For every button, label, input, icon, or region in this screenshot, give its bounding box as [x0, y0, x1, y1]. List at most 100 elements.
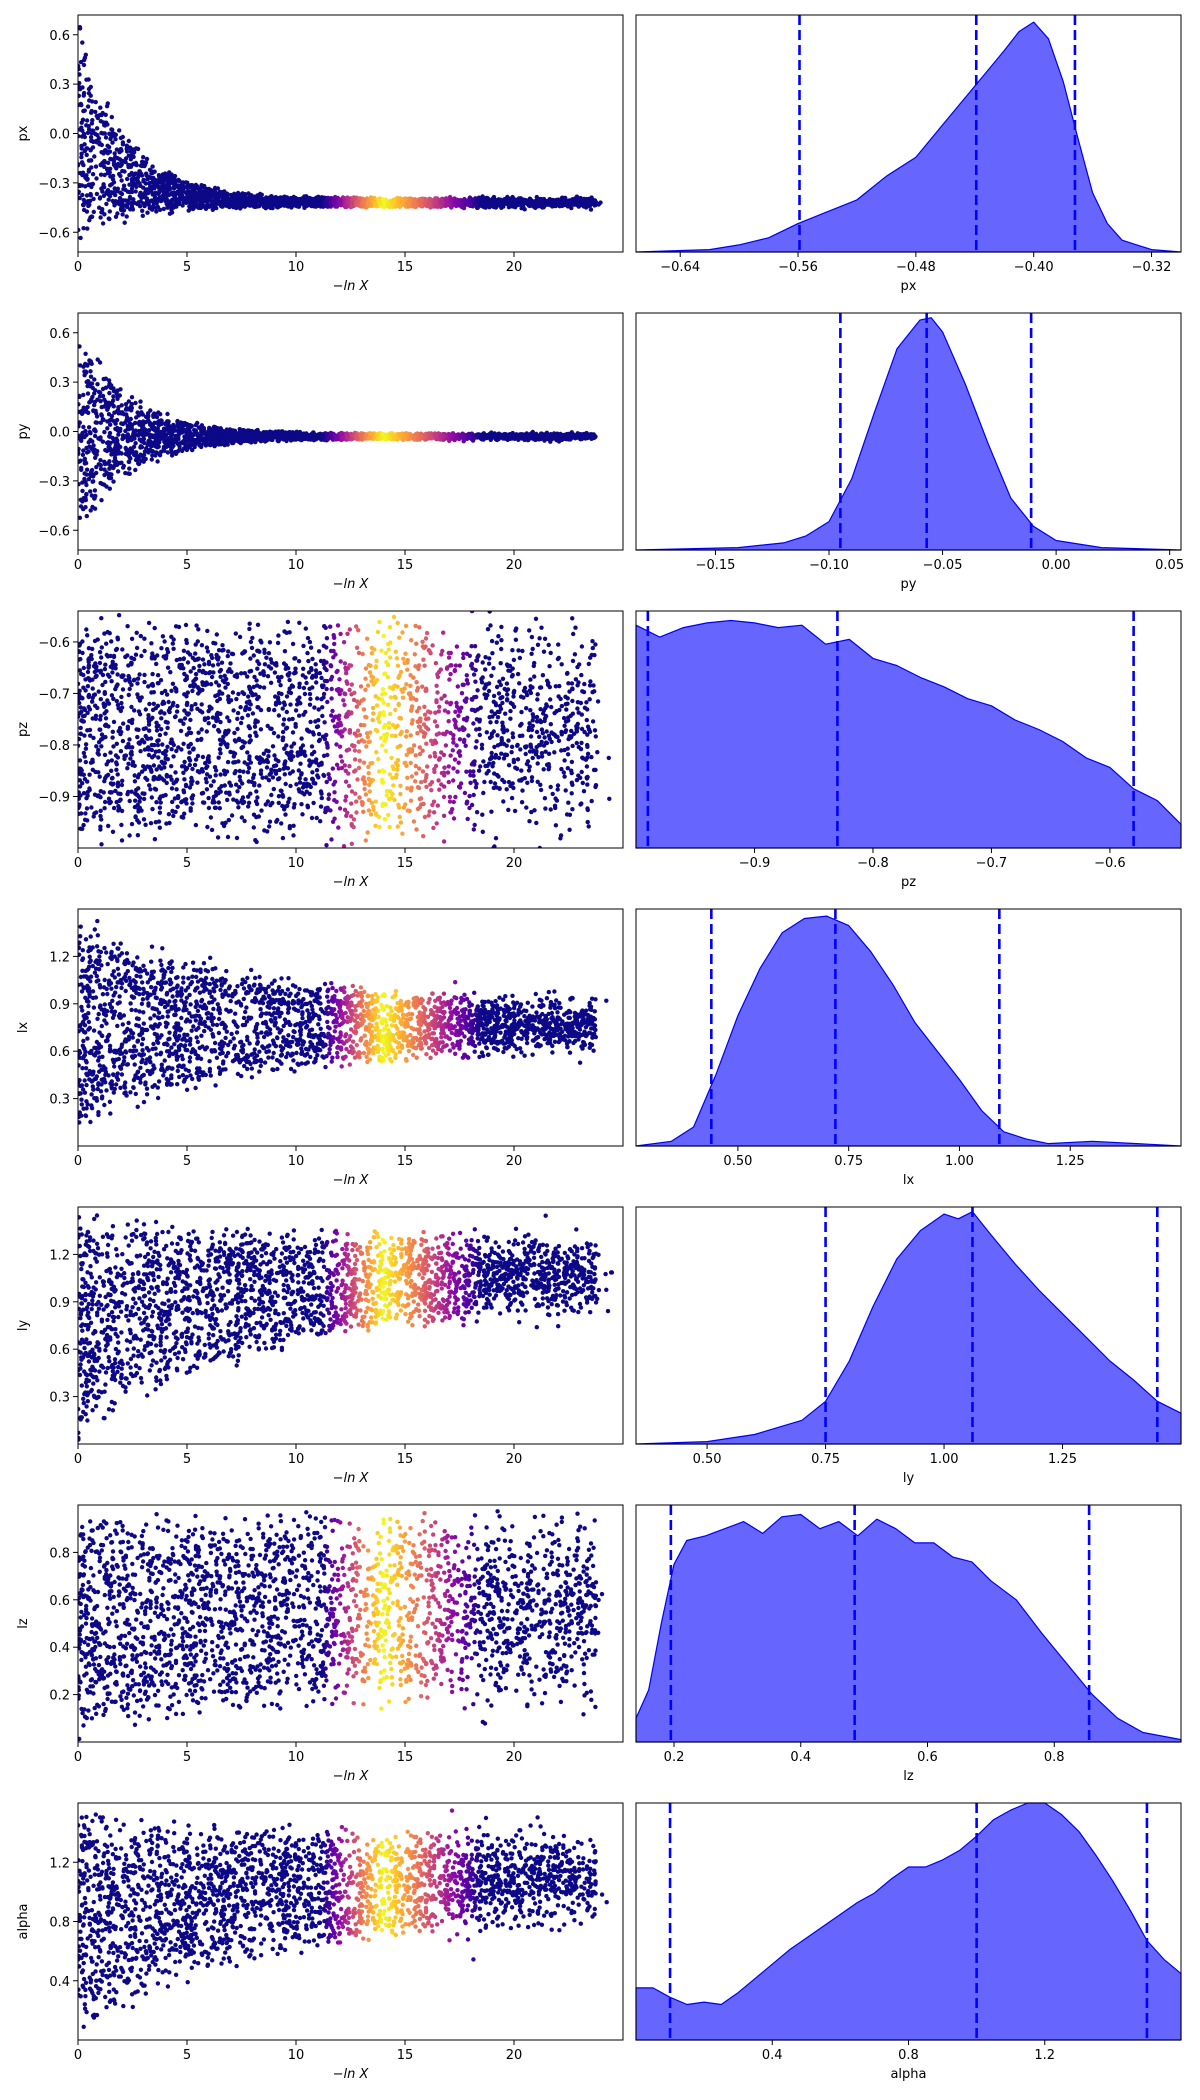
trace-sample-point — [99, 498, 104, 503]
trace-sample-point — [102, 482, 107, 487]
trace-sample-point — [81, 226, 86, 231]
trace-sample-point — [132, 162, 137, 167]
trace-sample-point — [137, 461, 142, 466]
trace-sample-point — [91, 196, 96, 202]
trace-sample-point — [159, 187, 165, 193]
trace-sample-point — [468, 203, 473, 208]
trace-sample-point — [190, 193, 195, 199]
trace-sample-point — [210, 207, 215, 212]
trace-sample-point — [104, 167, 110, 172]
trace-sample-point — [257, 198, 262, 203]
trace-sample-point — [147, 432, 152, 437]
trace-sample-point — [78, 63, 81, 69]
trace-sample-point — [124, 214, 129, 219]
trace-sample-point — [82, 134, 88, 140]
trace-sample-point — [280, 429, 285, 434]
trace-sample-point — [85, 226, 90, 231]
trace-sample-point — [130, 151, 135, 156]
trace-sample-point — [393, 203, 398, 209]
trace-sample-point — [86, 77, 91, 82]
trace-sample-point — [127, 172, 132, 178]
trace-sample-point — [213, 191, 218, 197]
trace-sample-point — [110, 435, 115, 441]
trace-sample-point — [255, 436, 260, 442]
trace-sample-point — [80, 40, 85, 45]
trace-sample-point — [99, 413, 105, 418]
trace-sample-point — [95, 133, 100, 138]
trace-sample-point — [100, 185, 106, 190]
trace-sample-point — [190, 197, 195, 203]
trace-sample-point — [82, 461, 88, 466]
trace-sample-point — [122, 220, 127, 225]
trace-sample-point — [183, 180, 189, 185]
trace-sample-point — [454, 198, 459, 203]
trace-sample-point — [151, 175, 156, 181]
trace-sample-point — [112, 410, 117, 415]
trace-sample-point — [124, 204, 130, 210]
trace-sample-point — [87, 218, 92, 223]
trace-sample-point — [150, 204, 155, 210]
trace-sample-point — [110, 140, 115, 145]
trace-sample-point — [129, 422, 135, 428]
trace-sample-point — [89, 214, 94, 219]
trace-sample-point — [181, 186, 186, 192]
trace-sample-point — [361, 197, 367, 203]
trace-sample-point — [108, 156, 113, 162]
trace-sample-point — [125, 449, 130, 454]
trace-sample-point — [210, 200, 215, 206]
trace-sample-point — [96, 436, 101, 441]
trace-sample-point — [84, 146, 89, 151]
trace-sample-point — [82, 142, 87, 147]
trace-sample-point — [219, 190, 224, 195]
trace-sample-point — [79, 151, 84, 156]
trace-sample-point — [98, 162, 103, 167]
trace-sample-point — [530, 201, 536, 207]
trace-sample-point — [102, 164, 107, 169]
trace-sample-point — [181, 197, 186, 202]
trace-sample-point — [157, 207, 163, 212]
trace-panel-py: 0 5 10 15 20−0.6−0.30.00.30.6−ln Xpy — [16, 312, 624, 592]
trace-sample-point — [83, 497, 89, 503]
trace-sample-point — [162, 175, 168, 180]
trace-sample-point — [107, 486, 113, 491]
trace-sample-point — [555, 199, 560, 205]
trace-sample-point — [113, 137, 118, 142]
trace-sample-point — [151, 199, 156, 204]
trace-sample-point — [100, 393, 106, 399]
trace-sample-point — [118, 387, 123, 392]
trace-sample-point — [174, 178, 180, 183]
trace-sample-point — [169, 210, 175, 215]
trace-sample-point — [110, 418, 116, 423]
trace-sample-point — [120, 168, 125, 174]
trace-sample-point — [507, 198, 512, 203]
posterior-x-tick-label: −0.40 — [1014, 260, 1054, 275]
trace-sample-point — [84, 123, 89, 128]
posterior-x-tick-label: −0.64 — [660, 260, 700, 275]
trace-sample-point — [213, 438, 219, 444]
trace-sample-point — [462, 201, 468, 206]
trace-sample-point — [106, 144, 112, 150]
trace-sample-point — [83, 175, 88, 180]
trace-sample-point — [116, 163, 121, 168]
trace-sample-point — [81, 405, 86, 410]
trace-sample-point — [97, 360, 103, 365]
trace-sample-point — [365, 201, 371, 207]
trace-sample-point — [80, 172, 85, 178]
trace-sample-point — [88, 84, 94, 90]
trace-sample-point — [267, 195, 272, 200]
trace-sample-point — [78, 72, 82, 77]
trace-y-tick-label: −0.6 — [38, 226, 70, 241]
trace-sample-point — [124, 143, 129, 148]
trace-points-py — [78, 344, 598, 520]
trace-sample-point — [117, 450, 122, 455]
trace-sample-point — [174, 191, 180, 196]
trace-sample-point — [209, 188, 214, 193]
trace-sample-point — [261, 198, 267, 203]
trace-sample-point — [114, 436, 119, 441]
trace-sample-point — [542, 438, 547, 443]
trace-sample-point — [281, 195, 286, 200]
trace-sample-point — [287, 199, 292, 205]
trace-sample-point — [187, 445, 192, 450]
trace-sample-point — [152, 169, 157, 174]
trace-sample-point — [588, 201, 593, 206]
